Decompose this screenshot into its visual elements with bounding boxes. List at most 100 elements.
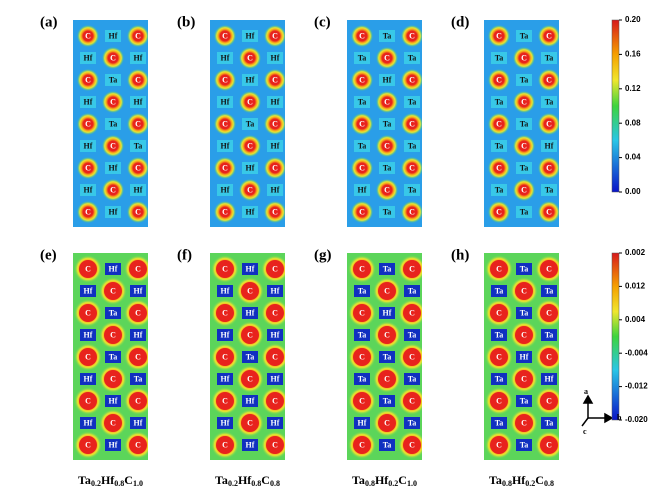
atom-label: Hf	[246, 396, 255, 405]
metal-site	[80, 373, 96, 385]
atom-label: Ta	[520, 207, 529, 216]
atom-label: C	[546, 440, 552, 449]
carbon-halo	[214, 113, 236, 135]
atom-label: C	[359, 440, 365, 449]
metal-site	[130, 417, 146, 429]
carbon-atom	[403, 260, 421, 278]
carbon-atom	[104, 282, 122, 300]
metal-site	[516, 351, 532, 363]
atom-label: Ta	[383, 440, 392, 449]
tick-label: 0.012	[625, 282, 646, 291]
atom-label: C	[546, 396, 552, 405]
carbon-atom	[378, 414, 396, 432]
metal-site	[541, 52, 557, 64]
carbon-atom	[104, 414, 122, 432]
atom-label: C	[546, 31, 552, 40]
tick-label: 0.12	[625, 84, 641, 93]
atom-label: C	[272, 352, 278, 361]
carbon-halo	[351, 157, 373, 179]
atom-label: C	[110, 97, 116, 106]
metal-site	[242, 439, 258, 451]
panel-label: (d)	[451, 14, 469, 30]
carbon-atom	[515, 282, 533, 300]
atom-label: Hf	[545, 141, 554, 150]
metal-site	[130, 285, 146, 297]
atom-label: C	[222, 308, 228, 317]
atom-label: C	[135, 308, 141, 317]
carbon-halo	[127, 157, 148, 179]
atom-label: Ta	[358, 97, 367, 106]
atom-label: Ta	[246, 119, 255, 128]
atom-label: Ta	[520, 75, 529, 84]
atom-label: Hf	[84, 374, 93, 383]
metal-site	[491, 329, 507, 341]
carbon-halo	[77, 69, 99, 91]
atom-label: Hf	[246, 264, 255, 273]
carbon-halo	[538, 201, 559, 223]
carbon-halo	[214, 25, 236, 47]
metal-site	[242, 307, 258, 319]
subscript: 0.8	[114, 479, 124, 488]
carbon-halo	[401, 25, 422, 47]
metal-site	[516, 30, 532, 42]
metal-site	[404, 285, 420, 297]
carbon-halo	[401, 201, 422, 223]
atom-label: C	[384, 53, 390, 62]
atom-label: Hf	[271, 185, 280, 194]
atom-label: Hf	[134, 286, 143, 295]
carbon-atom	[540, 392, 558, 410]
atom-label: Hf	[221, 418, 230, 427]
atom-label: C	[359, 396, 365, 405]
panel: (b)C Hf CHf C HfC Hf CHf C HfC Ta CHf C HfC Hf CHf C HfC…	[177, 14, 285, 227]
carbon-halo	[538, 157, 559, 179]
atom-label: Hf	[84, 418, 93, 427]
atom-label: Hf	[221, 330, 230, 339]
colorbar	[611, 19, 620, 193]
atom-label: Ta	[109, 352, 118, 361]
composition: Ta0.8Hf0.2C0.8	[489, 473, 554, 488]
atom-label: C	[521, 374, 527, 383]
atom-label: C	[85, 31, 91, 40]
atom-label: C	[496, 264, 502, 273]
metal-site	[242, 74, 258, 86]
atom-label: C	[85, 352, 91, 361]
map: C Ta C Ta C Ta C Hf C Ta C Ta C Ta C Ta C Ta C Ta C Hf C Ta C Ta C	[348, 255, 422, 459]
metal-site	[516, 263, 532, 275]
metal-site	[267, 329, 283, 341]
atom-label: C	[272, 163, 278, 172]
atom-label: C	[222, 75, 228, 84]
metal-site	[217, 417, 233, 429]
carbon-atom	[515, 370, 533, 388]
atom-label: Hf	[109, 207, 118, 216]
atom-label: C	[247, 141, 253, 150]
metal-site	[491, 373, 507, 385]
metal-site	[404, 417, 420, 429]
metal-site	[105, 74, 121, 86]
atom-label: C	[359, 352, 365, 361]
atom-label: C	[272, 119, 278, 128]
atom-label: C	[409, 75, 415, 84]
panel: (d)C Ta CTa C TaC Ta CTa C TaC Ta CTa C HfC Ta CTa C TaC…	[451, 14, 559, 227]
atom-label: Ta	[545, 418, 554, 427]
metal-site	[130, 184, 146, 196]
atom-label: C	[222, 264, 228, 273]
atom-label: Hf	[109, 163, 118, 172]
carbon-halo	[214, 157, 236, 179]
atom-label: Hf	[84, 185, 93, 194]
atom-label: C	[359, 163, 365, 172]
metal-site	[354, 184, 370, 196]
metal-site	[130, 329, 146, 341]
metal-site	[379, 206, 395, 218]
carbon-halo	[488, 201, 510, 223]
tick-label: -0.020	[625, 415, 648, 424]
atom-label: C	[110, 185, 116, 194]
carbon-atom	[104, 370, 122, 388]
atom-label: C	[409, 396, 415, 405]
metal-site	[404, 373, 420, 385]
atom-label: Ta	[408, 418, 417, 427]
metal-site	[491, 285, 507, 297]
carbon-atom	[403, 436, 421, 454]
metal-site	[105, 263, 121, 275]
metal-site	[80, 417, 96, 429]
carbon-halo	[351, 201, 373, 223]
